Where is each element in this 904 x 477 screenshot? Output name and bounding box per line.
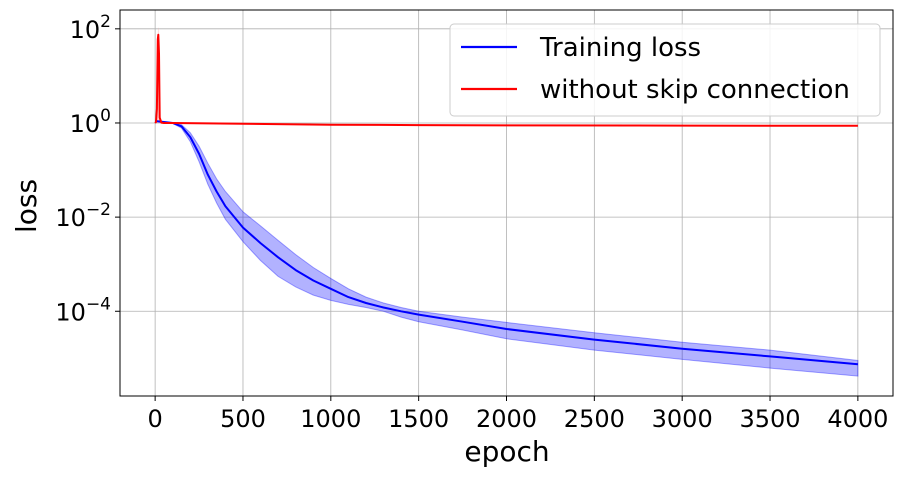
legend-label-training-loss: Training loss bbox=[539, 33, 701, 63]
legend-box bbox=[449, 23, 881, 117]
x-tick-label: 1000 bbox=[300, 405, 361, 433]
x-tick-label: 0 bbox=[147, 405, 162, 433]
y-axis-label: loss bbox=[10, 179, 43, 233]
without-skip-connection-line bbox=[154, 33, 858, 127]
y-tick-label: 10−4 bbox=[55, 294, 111, 326]
axis-ticks: 0 500 1000 1500 2000 2500 3000 3500 4000 102 100 10… bbox=[55, 12, 888, 433]
training-loss-band bbox=[155, 120, 859, 377]
legend-label-without-skip-connection: without skip connection bbox=[540, 75, 850, 105]
y-tick-label: 10−2 bbox=[55, 200, 111, 232]
y-tick-label: 102 bbox=[70, 12, 111, 44]
legend: Training loss without skip connection bbox=[449, 23, 881, 117]
x-axis-label: epoch bbox=[464, 435, 549, 468]
x-tick-label: 500 bbox=[220, 405, 266, 433]
x-tick-label: 3500 bbox=[739, 405, 800, 433]
y-tick-label: 100 bbox=[70, 106, 111, 138]
x-tick-label: 2000 bbox=[476, 405, 537, 433]
x-tick-label: 4000 bbox=[827, 405, 888, 433]
x-tick-label: 2500 bbox=[564, 405, 625, 433]
series-lines bbox=[154, 33, 858, 366]
x-tick-label: 1500 bbox=[388, 405, 449, 433]
x-tick-label: 3000 bbox=[652, 405, 713, 433]
training-loss-line bbox=[154, 120, 858, 366]
